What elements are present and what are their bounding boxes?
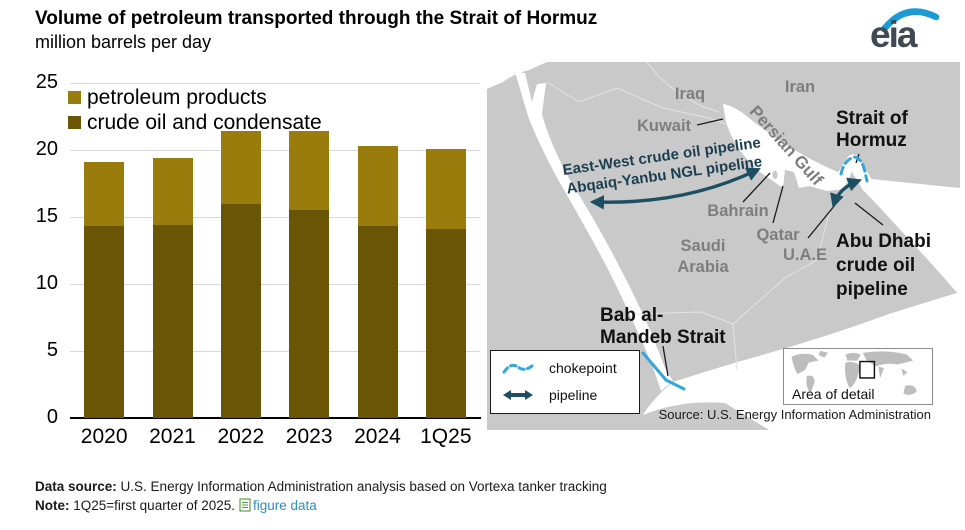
area-of-detail-inset: Area of detail <box>783 348 933 405</box>
eia-logo-text: eia <box>870 14 917 55</box>
map-legend-pipeline-label: pipeline <box>549 387 598 403</box>
map-legend: chokepoint pipeline <box>490 350 640 414</box>
bar-1Q25-petroleum-products <box>425 148 466 230</box>
map-legend-chokepoint-label: chokepoint <box>549 360 617 376</box>
world-map-inset <box>791 350 917 395</box>
x-label-1Q25: 1Q25 <box>420 425 472 448</box>
bar-2020-petroleum-products <box>84 162 125 227</box>
label-iraq: Iraq <box>674 85 706 103</box>
bar-2020-crude-oil-and-condensate <box>84 226 125 418</box>
gridline-5 <box>70 350 480 352</box>
legend-label: petroleum products <box>87 85 267 109</box>
gridline-20 <box>70 149 480 151</box>
footer: Data source: U.S. Energy Information Adm… <box>35 477 607 517</box>
y-tick-5: 5 <box>46 339 58 361</box>
chart-legend: petroleum products crude oil and condensa… <box>68 85 322 135</box>
area-of-detail-rect <box>859 360 876 379</box>
gridline-15 <box>70 216 480 218</box>
legend-marker <box>68 91 81 104</box>
pipeline-icon <box>503 390 533 400</box>
horn-of-africa-shape <box>615 402 769 430</box>
bahrain-island-shape <box>772 170 778 180</box>
gridline-10 <box>70 283 480 285</box>
red-sea-shape <box>515 72 673 391</box>
bab-al-mandeb-pointer-line <box>662 345 669 377</box>
y-tick-25: 25 <box>35 71 58 93</box>
kuwait-pointer-line <box>696 118 724 126</box>
y-tick-15: 15 <box>35 205 58 227</box>
label-saudi-arabia: Saudi Arabia <box>677 237 729 276</box>
y-tick-0: 0 <box>46 406 58 428</box>
bar-1Q25-crude-oil-and-condensate <box>425 229 466 418</box>
label-bab-al-mandeb: Bab al- Mandeb Strait <box>600 305 726 348</box>
qatar-pointer-line <box>772 185 784 224</box>
data-source-text: U.S. Energy Information Administration a… <box>120 479 607 494</box>
bar-2024-petroleum-products <box>357 146 398 227</box>
map-legend-chokepoint-row: chokepoint <box>501 359 617 377</box>
label-uae: U.A.E <box>782 246 827 264</box>
legend-item-crude-oil-and-condensate: crude oil and condensate <box>68 110 322 135</box>
abu-dhabi-pipeline-arrow <box>830 177 863 209</box>
label-qatar: Qatar <box>756 226 800 244</box>
label-kuwait: Kuwait <box>636 117 692 135</box>
bar-2021-petroleum-products <box>152 158 193 226</box>
bar-2023-crude-oil-and-condensate <box>289 210 330 418</box>
x-label-2024: 2024 <box>354 425 401 448</box>
page-subtitle: million barrels per day <box>35 32 212 52</box>
legend-item-petroleum-products: petroleum products <box>68 85 322 110</box>
page-title: Volume of petroleum transported through … <box>35 8 598 29</box>
map-source-text: Source: U.S. Energy Information Administ… <box>658 407 931 422</box>
gridline-25 <box>70 82 480 84</box>
data-source-line: Data source: U.S. Energy Information Adm… <box>35 477 607 496</box>
bab-al-mandeb-chokepoint-line <box>641 351 686 391</box>
area-of-detail-label: Area of detail <box>792 386 875 402</box>
figure-data-link[interactable]: figure data <box>253 498 317 513</box>
y-tick-10: 10 <box>35 272 58 294</box>
x-label-2020: 2020 <box>80 425 128 448</box>
mediterranean-sea-shape <box>487 62 547 89</box>
label-iran: Iran <box>784 78 816 96</box>
data-source-label: Data source: <box>35 479 117 494</box>
strait-of-hormuz-channel-shape <box>832 154 875 193</box>
note-label: Note: <box>35 498 70 513</box>
note-text: 1Q25=first quarter of 2025. <box>73 498 235 513</box>
label-strait-of-hormuz: Strait of Hormuz <box>836 108 908 151</box>
legend-label: crude oil and condensate <box>87 110 322 134</box>
bar-2024-crude-oil-and-condensate <box>357 226 398 418</box>
note-line: Note: 1Q25=first quarter of 2025. figure … <box>35 496 607 517</box>
bar-2021-crude-oil-and-condensate <box>152 225 193 418</box>
bar-2022-crude-oil-and-condensate <box>220 203 261 418</box>
x-axis-line <box>70 417 481 419</box>
east-west-pipeline-arrow <box>589 167 761 210</box>
x-label-2021: 2021 <box>149 425 196 448</box>
y-tick-20: 20 <box>35 138 58 160</box>
bar-2022-petroleum-products <box>220 131 261 204</box>
x-label-2023: 2023 <box>285 425 333 448</box>
gulf-of-oman-shape <box>861 178 960 296</box>
eia-logo: eia <box>860 2 944 58</box>
chokepoint-icon <box>502 363 534 374</box>
spreadsheet-icon <box>239 498 251 517</box>
country-borders <box>546 62 830 371</box>
map-legend-pipeline-row: pipeline <box>501 387 597 403</box>
eia-logo-swoosh-icon <box>880 8 940 33</box>
x-label-2022: 2022 <box>217 425 265 448</box>
legend-marker <box>68 116 81 129</box>
label-abu-dhabi-pipeline: Abu Dhabi crude oil pipeline <box>836 231 931 300</box>
hormuz-chokepoint-dashes <box>839 155 869 183</box>
label-bahrain: Bahrain <box>707 202 769 220</box>
bar-2023-petroleum-products <box>289 131 330 211</box>
persian-gulf-shape <box>723 104 847 191</box>
uae-pointer-line <box>807 204 836 239</box>
regional-map: Iraq Iran Kuwait Persian Gulf East-West … <box>487 62 960 430</box>
